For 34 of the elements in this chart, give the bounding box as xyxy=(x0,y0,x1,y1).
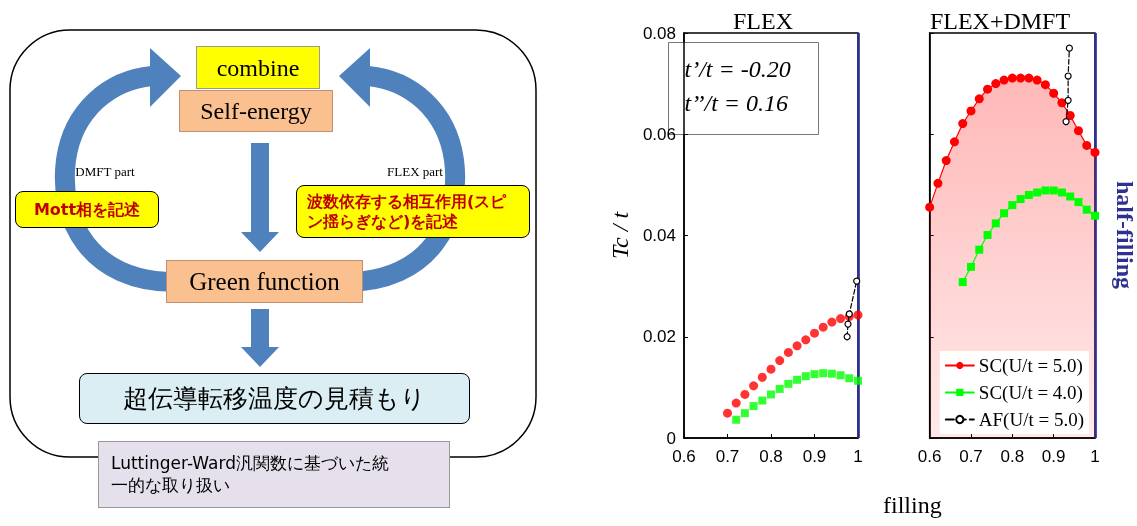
text: Self-energy xyxy=(200,97,312,126)
ref-line-label: half-filling xyxy=(1112,180,1137,290)
chart-title: FLEX+DMFT xyxy=(929,8,1071,34)
x-tick-label: 0.7 xyxy=(959,447,983,466)
legend-label: SC(U/t = 4.0) xyxy=(978,382,1083,404)
x-tick-label: 0.9 xyxy=(802,447,827,466)
text: 波数依存する相互作用(スピン揺らぎなど)を記述 xyxy=(307,191,508,232)
x-tick-label: 0.9 xyxy=(1041,447,1066,466)
text: Mott相を記述 xyxy=(33,199,141,220)
x-tick-label: 1 xyxy=(853,447,863,466)
text: 超伝導転移温度の見積もり xyxy=(123,382,426,415)
text: FLEX part xyxy=(387,163,443,181)
y-tick-label: 0.04 xyxy=(642,226,676,245)
y-tick-label: 0.08 xyxy=(642,23,676,43)
annotation: t’’/t = 0.16 xyxy=(684,89,789,116)
x-axis-title: filling xyxy=(883,492,942,518)
text: Luttinger-Ward汎関数に基づいた統一的な取り扱い xyxy=(111,453,390,496)
text: combine xyxy=(216,53,300,83)
x-tick-label: 0.6 xyxy=(672,447,696,466)
legend-label: AF(U/t = 5.0) xyxy=(978,409,1084,431)
x-tick-label: 0.6 xyxy=(917,447,942,466)
y-axis-title: Tc / t xyxy=(607,210,633,260)
y-tick-label: 0.06 xyxy=(642,124,676,144)
text: Green function xyxy=(189,266,340,297)
chart-title: FLEX xyxy=(733,8,793,34)
x-tick-label: 1 xyxy=(1090,447,1100,466)
y-tick-label: 0 xyxy=(666,428,676,448)
legend-label: SC(U/t = 5.0) xyxy=(978,355,1083,377)
x-tick-label: 0.8 xyxy=(1000,447,1025,466)
text: DMFT part xyxy=(75,163,135,181)
y-tick-label: 0.02 xyxy=(642,327,676,347)
x-tick-label: 0.7 xyxy=(715,447,740,466)
x-tick-label: 0.8 xyxy=(759,447,783,466)
annotation: t’/t = -0.20 xyxy=(684,55,791,82)
